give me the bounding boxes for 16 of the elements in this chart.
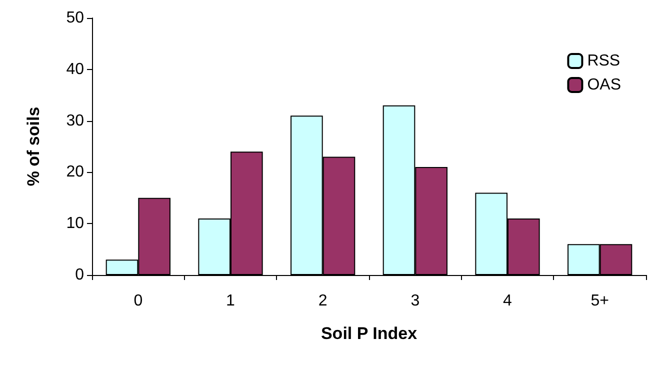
legend-label: RSS [587, 52, 620, 70]
x-tick-label: 2 [318, 292, 328, 310]
y-tick-label: 50 [66, 10, 84, 26]
y-tick-label: 40 [66, 60, 84, 78]
x-tick-label: 0 [134, 292, 143, 310]
y-axis-title: % of soils [24, 106, 43, 186]
x-tick-label: 5+ [590, 292, 609, 310]
x-tick-label: 3 [410, 292, 420, 310]
x-axis-title: Soil P Index [320, 324, 418, 343]
y-tick-label: 20 [66, 164, 84, 181]
x-tick-label: 4 [503, 292, 512, 310]
y-tick-label: 30 [66, 112, 84, 130]
legend-label: OAS [587, 76, 622, 94]
y-tick-label: 10 [66, 215, 84, 232]
x-tick-label: 1 [226, 292, 236, 310]
y-tick-label: 0 [75, 266, 84, 284]
